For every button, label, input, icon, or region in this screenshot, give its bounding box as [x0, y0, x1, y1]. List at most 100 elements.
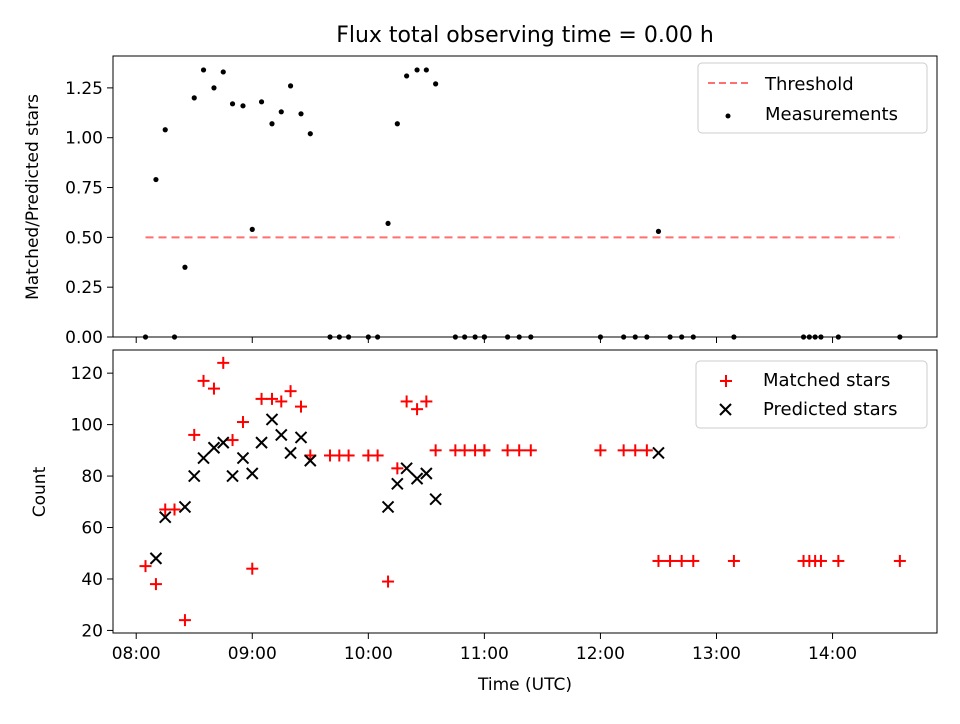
measurement-point	[258, 99, 265, 105]
predicted-star-point	[207, 441, 221, 454]
matched-star-point	[727, 554, 740, 567]
measurement-point	[191, 95, 197, 101]
predicted-star-point	[188, 469, 201, 483]
predicted-star-point	[197, 451, 210, 465]
count-y-tick-label: 80	[81, 467, 103, 487]
matched-star-point	[188, 428, 201, 441]
measurement-point	[433, 81, 439, 87]
predicted-star-point	[265, 413, 279, 426]
measurement-point	[287, 83, 294, 89]
x-tick-label: 13:00	[692, 644, 741, 664]
matched-star-point	[197, 374, 210, 387]
legend-predicted-swatch	[719, 403, 732, 416]
matched-star-point	[284, 385, 297, 398]
ratio-panel-frame	[112, 55, 938, 338]
ratio-y-tick-label: 0.00	[65, 328, 103, 348]
matched-star-point	[594, 444, 607, 457]
ratio-y-tick-label: 1.00	[65, 129, 103, 149]
matched-star-point	[652, 554, 665, 567]
matched-star-point	[458, 444, 471, 457]
matched-star-point	[246, 562, 259, 575]
predicted-star-point	[236, 451, 250, 465]
x-tick-label: 08:00	[112, 644, 161, 664]
ratio-y-tick-label: 0.75	[65, 179, 103, 199]
matched-star-point	[226, 434, 239, 447]
predicted-star-point	[159, 511, 172, 524]
measurement-point	[200, 67, 207, 73]
x-tick-label: 10:00	[344, 644, 393, 664]
matched-star-point	[217, 356, 230, 369]
measurement-point	[229, 101, 236, 107]
predicted-star-point	[178, 500, 192, 514]
predicted-star-point	[652, 446, 665, 460]
matched-star-point	[207, 382, 220, 395]
measurement-point	[220, 69, 226, 75]
measurement-point	[385, 220, 391, 227]
matched-star-point	[255, 392, 268, 405]
measurement-point	[414, 67, 420, 73]
predicted-star-point	[275, 428, 288, 442]
matched-star-point	[391, 462, 404, 475]
matched-star-point	[675, 554, 688, 567]
predicted-star-point	[255, 436, 268, 449]
matched-star-point	[149, 578, 162, 591]
ratio-legend-box	[697, 62, 928, 134]
legend-measurements-swatch	[725, 113, 731, 119]
measurement-point	[249, 226, 255, 232]
matched-star-point	[382, 575, 395, 588]
predicted-star-point	[400, 462, 413, 475]
predicted-star-point	[304, 454, 317, 467]
legend-predicted-label: Predicted stars	[763, 399, 897, 420]
matched-star-point	[178, 614, 191, 627]
count-y-tick-label: 40	[81, 570, 103, 590]
count-legend-box	[695, 360, 928, 429]
matched-star-point	[400, 395, 413, 408]
matched-star-point	[265, 392, 278, 405]
ratio-y-axis-label: Matched/Predicted stars	[23, 94, 43, 300]
ratio-y-tick-label: 0.50	[65, 228, 103, 248]
count-y-tick-label: 100	[71, 416, 103, 436]
x-tick-label: 14:00	[808, 644, 857, 664]
matched-star-point	[139, 560, 152, 573]
ratio-y-tick-label: 1.25	[65, 79, 103, 99]
matched-star-point	[420, 395, 433, 408]
measurement-point	[278, 109, 284, 115]
matched-star-point	[640, 444, 653, 457]
x-tick-label: 11:00	[460, 644, 509, 664]
matched-star-point	[411, 403, 424, 416]
matched-star-point	[236, 416, 249, 429]
count-y-tick-label: 60	[81, 519, 103, 539]
predicted-star-point	[246, 467, 259, 480]
count-y-tick-label: 120	[71, 364, 103, 384]
measurement-point	[404, 73, 410, 79]
matched-star-point	[295, 400, 308, 413]
matched-star-point	[814, 554, 827, 567]
measurement-point	[211, 85, 217, 91]
measurement-point	[269, 121, 275, 127]
x-tick-label: 09:00	[228, 644, 277, 664]
legend-measurements-label: Measurements	[765, 104, 898, 125]
count-panel-frame	[112, 349, 938, 634]
predicted-star-point	[284, 446, 297, 460]
measurement-point	[307, 131, 313, 137]
measurement-point	[240, 103, 246, 109]
predicted-star-point	[149, 552, 163, 565]
matched-star-point	[893, 554, 906, 567]
measurement-point	[298, 111, 304, 117]
count-y-tick-label: 20	[81, 621, 103, 641]
matched-star-point	[513, 444, 526, 457]
matched-star-point	[664, 554, 677, 567]
measurement-point	[153, 176, 159, 183]
matched-star-point	[342, 449, 355, 462]
predicted-star-point	[429, 493, 442, 506]
ratio-y-tick-label: 0.25	[65, 278, 103, 298]
predicted-star-point	[391, 477, 404, 490]
matched-star-point	[371, 449, 384, 462]
predicted-star-point	[294, 431, 308, 444]
matched-star-point	[524, 444, 537, 457]
ratio-panel: 0.00 0.25 0.50 0.75 1.00 1.25 Matched/Predict…	[23, 55, 938, 348]
count-legend: Matched stars Predicted stars	[695, 360, 928, 429]
measurement-point	[162, 127, 168, 133]
measurement-point	[423, 67, 429, 73]
legend-matched-label: Matched stars	[763, 370, 890, 391]
